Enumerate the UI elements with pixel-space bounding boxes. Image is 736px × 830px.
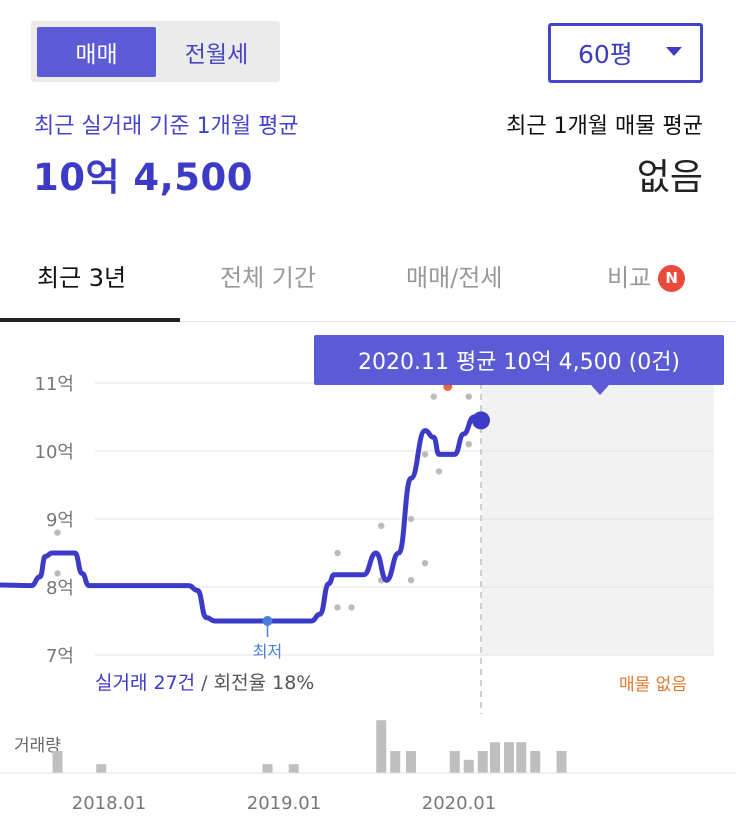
future-area (481, 373, 714, 655)
transaction-point (407, 515, 415, 523)
active-tab-indicator (0, 318, 180, 322)
lowest-label: 최저 (253, 642, 282, 661)
turnover-rate: 회전율 18% (213, 672, 315, 694)
recent-average-value: 10억 4,500 (33, 156, 253, 199)
transaction-point (334, 604, 341, 611)
y-tick-label: 9억 (46, 510, 74, 531)
volume-bar (262, 764, 273, 773)
x-tick-label: 2019.01 (247, 793, 321, 814)
listing-average-value: 없음 (636, 157, 703, 198)
transaction-point (407, 577, 415, 584)
summary-separator: / (195, 672, 214, 694)
transaction-point (378, 522, 385, 529)
transaction-point (54, 570, 61, 577)
transaction-summary: 실거래 27건 / 회전율 18% (95, 668, 314, 695)
tab-sale-rent[interactable]: 매매/전세 (406, 264, 503, 292)
volume-bar (96, 764, 107, 773)
no-listing-label: 매물 없음 (619, 675, 687, 695)
volume-bar (52, 751, 63, 773)
volume-bar (516, 742, 527, 773)
transaction-point (465, 441, 472, 448)
volume-bar (556, 751, 567, 773)
volume-bar (463, 759, 474, 773)
transaction-point (430, 393, 437, 400)
lowest-point (262, 616, 273, 626)
tab-all-period[interactable]: 전체 기간 (220, 264, 316, 292)
transaction-point (465, 393, 472, 400)
average-price-line (0, 414, 484, 624)
y-tick-label: 8억 (46, 578, 74, 599)
new-badge: N (658, 264, 686, 292)
volume-bar (490, 742, 500, 773)
volume-bar (288, 764, 299, 773)
transaction-point (348, 604, 355, 611)
transaction-point (54, 529, 61, 536)
volume-label: 거래량 (14, 736, 61, 756)
transaction-count: 실거래 27건 (95, 672, 196, 694)
volume-bar (504, 742, 514, 773)
x-tick-label: 2018.01 (72, 793, 146, 814)
tab-sale[interactable]: 매매 (37, 27, 156, 77)
tab-compare-label: 비교 (607, 264, 652, 292)
transaction-point (334, 549, 341, 557)
transaction-point (435, 468, 443, 475)
listing-average-label: 최근 1개월 매물 평균 (506, 114, 703, 139)
volume-bar (376, 720, 387, 773)
y-tick-label: 7억 (46, 646, 74, 667)
tab-divider (0, 321, 736, 322)
tab-compare[interactable]: 비교 N (607, 258, 686, 293)
volume-bar (406, 751, 416, 773)
volume-bar (449, 751, 460, 773)
tab-recent-3-years[interactable]: 최근 3년 (37, 264, 127, 292)
volume-bar (390, 751, 401, 773)
chart-tooltip: 2020.11 평균 10억 4,500 (0건) (314, 335, 724, 385)
transaction-point (421, 560, 429, 567)
tab-rent[interactable]: 전월세 (184, 42, 249, 68)
transaction-point (421, 451, 429, 458)
volume-bar (530, 751, 541, 773)
deal-type-toggle: 매매 전월세 (31, 21, 280, 82)
y-tick-label: 10억 (35, 442, 74, 463)
area-select-value: 60평 (578, 40, 633, 69)
y-tick-label: 11억 (35, 374, 74, 395)
tooltip-arrow (591, 385, 609, 395)
area-select[interactable]: 60평 (548, 23, 703, 83)
current-point (472, 411, 490, 430)
recent-average-label: 최근 실거래 기준 1개월 평균 (34, 114, 299, 139)
volume-bar (477, 751, 488, 773)
chevron-down-icon (666, 47, 682, 56)
x-tick-label: 2020.01 (422, 793, 496, 814)
